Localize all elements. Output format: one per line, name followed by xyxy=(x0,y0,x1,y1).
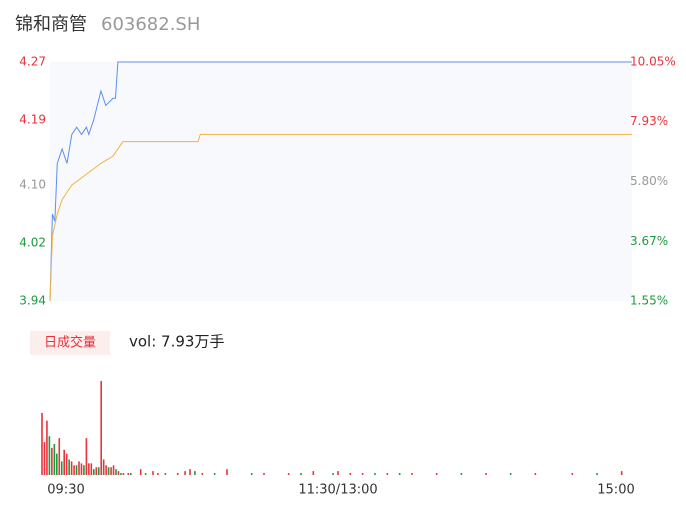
volume-bar xyxy=(85,438,88,475)
volume-bar xyxy=(411,473,413,475)
volume-label: vol: 7.93万手 xyxy=(129,333,224,351)
volume-bar xyxy=(176,473,179,475)
volume-bar xyxy=(201,473,204,475)
y-tick-label: 4.10 xyxy=(19,178,46,192)
y2-tick-label: 1.55% xyxy=(630,294,668,308)
volume-bar xyxy=(65,453,68,475)
volume-bar xyxy=(88,463,90,475)
stock-code: 603682.SH xyxy=(101,14,200,35)
volume-bar xyxy=(287,473,290,475)
volume-bar xyxy=(122,473,125,475)
volume-bar xyxy=(63,449,65,475)
volume-bar xyxy=(56,453,58,475)
plot-bg xyxy=(50,62,632,301)
volume-bar xyxy=(189,469,191,475)
volume-bar xyxy=(58,438,61,475)
x-tick-label: 15:00 xyxy=(597,483,634,498)
volume-bar xyxy=(361,473,364,475)
volume-bar xyxy=(386,473,389,475)
volume-bar xyxy=(509,473,512,475)
y2-tick-label: 7.93% xyxy=(630,114,668,128)
volume-bar xyxy=(435,473,438,475)
volume-bar xyxy=(596,473,598,475)
volume-bar xyxy=(130,473,132,475)
volume-bar xyxy=(485,473,487,475)
y2-tick-label: 3.67% xyxy=(630,234,668,248)
volume-bar xyxy=(112,465,115,475)
price-line xyxy=(49,133,632,302)
volume-bar xyxy=(73,465,75,475)
volume-bar xyxy=(95,467,98,475)
volume-bar xyxy=(117,471,120,475)
volume-bar xyxy=(70,461,73,475)
volume-bar xyxy=(157,473,159,475)
volume-bar xyxy=(75,465,78,475)
volume-bar xyxy=(80,463,83,475)
y-tick-label: 4.02 xyxy=(19,236,46,250)
volume-bar xyxy=(41,412,43,475)
volume-bar xyxy=(349,473,352,475)
volume-bar xyxy=(460,473,463,475)
volume-bar xyxy=(164,473,167,475)
volume-bar xyxy=(120,473,122,475)
volume-bar xyxy=(139,469,142,475)
volume-bar xyxy=(312,471,315,475)
volume-bar xyxy=(250,473,253,475)
volume-bar xyxy=(78,461,80,475)
volume-bar xyxy=(184,471,186,475)
volume-bar xyxy=(300,473,302,475)
volume-bar xyxy=(107,467,110,475)
volume-bar xyxy=(337,471,339,475)
volume-bar xyxy=(398,473,401,475)
volume-button[interactable] xyxy=(30,331,110,355)
volume-bar xyxy=(100,380,102,475)
volume-bar xyxy=(43,442,46,475)
volume-bar xyxy=(571,473,574,475)
volume-bar xyxy=(102,459,105,475)
volume-bar xyxy=(83,465,85,475)
x-tick-label: 09:30 xyxy=(47,483,84,498)
volume-bar xyxy=(620,471,623,475)
volume-bar xyxy=(60,461,63,475)
y-tick-label: 4.19 xyxy=(19,112,46,126)
y-tick-label: 4.27 xyxy=(19,55,46,69)
volume-bar xyxy=(68,459,70,475)
volume-button-label[interactable]: 日成交量 xyxy=(44,335,96,351)
volume-bar xyxy=(53,443,56,475)
volume-bar xyxy=(105,465,107,475)
volume-bar xyxy=(213,473,216,475)
volume-bar xyxy=(90,463,93,475)
volume-bar xyxy=(194,471,196,475)
volume-bar xyxy=(127,473,130,475)
y-tick-label: 3.94 xyxy=(19,294,46,308)
volume-bar xyxy=(152,471,154,475)
volume-bar xyxy=(332,473,334,475)
price-line xyxy=(49,61,632,302)
volume-bar xyxy=(93,469,95,475)
volume-bar xyxy=(534,473,537,475)
volume-bar xyxy=(374,473,376,475)
volume-bar xyxy=(51,447,53,475)
y2-tick-label: 5.80% xyxy=(630,174,668,188)
volume-bar xyxy=(226,469,228,475)
volume-bar xyxy=(144,473,147,475)
volume-bar xyxy=(110,467,112,475)
volume-bar xyxy=(115,469,117,475)
volume-bar xyxy=(97,467,100,475)
stock-name: 锦和商管 xyxy=(15,14,87,35)
y2-tick-label: 10.05% xyxy=(630,55,676,69)
volume-bar xyxy=(48,436,51,475)
volume-bar xyxy=(46,420,48,475)
x-tick-label: 11:30/13:00 xyxy=(298,483,377,498)
volume-bar xyxy=(263,473,265,475)
